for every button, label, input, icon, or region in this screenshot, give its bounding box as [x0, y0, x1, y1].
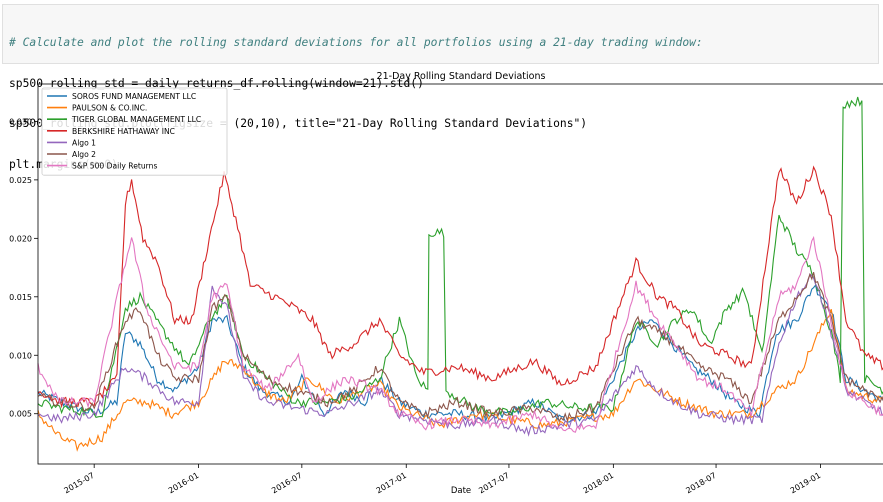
legend-box [41, 87, 228, 176]
legend-label-1: PAULSON & CO.INC. [72, 104, 147, 113]
series-line-0 [37, 283, 883, 423]
chart-title: 21-Day Rolling Standard Deviations [377, 71, 546, 82]
x-tick-label-6: 2018-07 [684, 471, 717, 496]
y-tick-label-1: 0.010 [9, 351, 32, 360]
series-line-1 [37, 308, 883, 452]
x-tick-label-0: 2015-07 [63, 471, 96, 496]
x-tick-label-4: 2017-07 [477, 471, 510, 496]
series-line-3 [37, 165, 883, 409]
rolling-std-chart: 21-Day Rolling Standard Deviations 0.005… [9, 71, 883, 496]
legend: SOROS FUND MANAGEMENT LLC PAULSON & CO.IN… [41, 87, 228, 176]
legend-label-5: Algo 2 [72, 150, 96, 159]
series-line-5 [37, 272, 883, 423]
legend-label-3: BERKSHIRE HATHAWAY INC [72, 127, 175, 136]
x-tick-label-7: 2019-01 [789, 471, 822, 496]
y-tick-label-2: 0.015 [9, 293, 32, 302]
series-line-2 [37, 96, 883, 419]
x-tick-label-5: 2018-01 [582, 471, 615, 496]
y-axis: 0.005 0.010 0.015 0.020 0.025 0.030 [9, 117, 38, 419]
x-axis: 2015-07 2016-01 2016-07 2017-01 2017-07 2018-… [63, 464, 822, 496]
code-line-1: # Calculate and plot the rolling standar… [9, 36, 703, 49]
y-tick-label-5: 0.030 [9, 117, 32, 126]
legend-label-4: Algo 1 [72, 138, 96, 147]
plot-frame [37, 83, 883, 465]
code-cell[interactable]: # Calculate and plot the rolling standar… [2, 4, 879, 171]
legend-label-2: TIGER GLOBAL MANAGEMENT LLC [71, 115, 201, 124]
legend-label-6: S&P 500 Daily Returns [72, 162, 157, 171]
series-line-6 [37, 235, 883, 433]
plot-lines [37, 96, 883, 452]
x-tick-label-1: 2016-01 [167, 471, 200, 496]
x-axis-label: Date [451, 486, 471, 496]
y-tick-label-0: 0.005 [9, 410, 32, 419]
cell-output: 21-Day Rolling Standard Deviations 0.005… [0, 66, 883, 497]
x-tick-label-3: 2017-01 [375, 471, 408, 496]
y-tick-label-3: 0.020 [9, 234, 32, 243]
legend-label-0: SOROS FUND MANAGEMENT LLC [72, 92, 196, 101]
x-tick-label-2: 2016-07 [270, 471, 303, 496]
y-tick-label-4: 0.025 [9, 176, 32, 185]
